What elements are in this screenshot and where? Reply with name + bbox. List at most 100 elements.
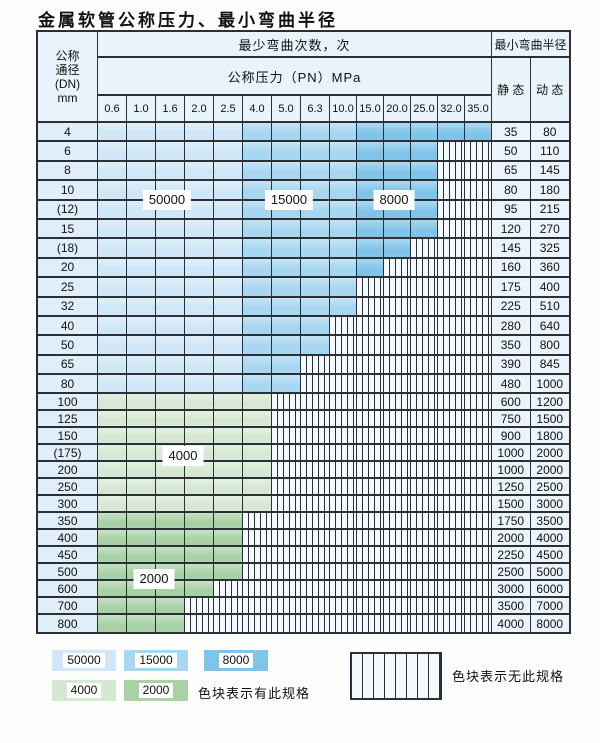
dynamic-radius-cell: 2500: [530, 479, 569, 497]
no-spec-cell: [272, 462, 301, 480]
no-spec-cell: [438, 181, 465, 201]
no-spec-cell: [438, 462, 465, 480]
spec-cell: [185, 428, 214, 446]
spec-cell: [98, 142, 127, 162]
spec-cell: [214, 445, 243, 463]
static-column-header: 静 态: [492, 58, 531, 123]
no-spec-cell: [411, 530, 438, 548]
no-spec-cell: [465, 219, 492, 240]
spec-cell: [127, 513, 156, 531]
dn-cell: 32: [38, 297, 98, 317]
dn-column-header: 公称 通径 (DN) mm: [38, 32, 98, 123]
spec-cell: [98, 496, 127, 514]
no-spec-cell: [330, 428, 357, 446]
spec-cell: [185, 581, 214, 599]
static-radius-cell: 390: [492, 355, 531, 376]
dynamic-radius-cell: 3000: [530, 496, 569, 514]
static-radius-cell: 2000: [492, 530, 531, 548]
spec-cell: [98, 513, 127, 531]
spec-cell: [185, 123, 214, 143]
spec-cell: [98, 375, 127, 395]
spec-cell: [357, 258, 384, 279]
no-spec-cell: [384, 258, 411, 279]
no-spec-cell: [272, 513, 301, 531]
spec-cell: [185, 547, 214, 565]
spec-cell: [156, 336, 185, 356]
no-spec-cell: [411, 411, 438, 429]
dn-cell: 700: [38, 598, 98, 616]
spec-cell: [214, 428, 243, 446]
spec-cell: [127, 428, 156, 446]
spec-cell: [214, 200, 243, 220]
spec-cell: [127, 615, 156, 633]
dn-header-line: mm: [57, 90, 78, 105]
spec-cell: [185, 219, 214, 240]
dn-cell: 50: [38, 336, 98, 356]
spec-cell: [185, 336, 214, 356]
spec-cell: [330, 258, 357, 279]
no-spec-cell: [301, 496, 330, 514]
no-spec-cell: [465, 181, 492, 201]
spec-cell: [156, 411, 185, 429]
spec-cell: [127, 411, 156, 429]
no-spec-cell: [411, 462, 438, 480]
no-spec-cell: [438, 142, 465, 162]
dn-cell: 20: [38, 258, 98, 279]
no-spec-cell: [465, 479, 492, 497]
spec-cell: [272, 239, 301, 259]
no-spec-cell: [438, 428, 465, 446]
spec-cell: [98, 297, 127, 317]
no-spec-cell: [272, 428, 301, 446]
dn-cell: 250: [38, 479, 98, 497]
spec-cell: [243, 142, 272, 162]
static-radius-cell: 35: [492, 123, 531, 143]
no-spec-cell: [384, 496, 411, 514]
dn-cell: 300: [38, 496, 98, 514]
no-spec-cell: [301, 394, 330, 412]
spec-cell: [214, 355, 243, 376]
static-radius-cell: 1000: [492, 445, 531, 463]
spec-cell: [384, 239, 411, 259]
spec-cell: [243, 445, 272, 463]
no-spec-cell: [411, 336, 438, 356]
spec-cell: [156, 316, 185, 337]
no-spec-cell: [465, 394, 492, 412]
spec-cell: [156, 142, 185, 162]
no-spec-cell: [384, 479, 411, 497]
dn-cell: 600: [38, 581, 98, 599]
spec-cell: [214, 462, 243, 480]
legend-item-2000: 2000: [124, 680, 188, 701]
no-spec-cell: [438, 258, 465, 279]
dn-cell: 10: [38, 181, 98, 201]
no-spec-cell: [411, 258, 438, 279]
spec-cell: [243, 355, 272, 376]
no-spec-cell: [301, 375, 330, 395]
spec-cell: [214, 123, 243, 143]
spec-cell: [127, 297, 156, 317]
no-spec-cell: [301, 598, 330, 616]
no-spec-cell: [384, 316, 411, 337]
spec-cell: [214, 219, 243, 240]
no-spec-cell: [357, 547, 384, 565]
spec-cell: [357, 123, 384, 143]
pressure-col-header: 35.0: [465, 96, 492, 123]
no-spec-cell: [214, 598, 243, 616]
spec-cell: [156, 530, 185, 548]
spec-cell: [185, 411, 214, 429]
static-radius-cell: 1000: [492, 462, 531, 480]
spec-cell: [214, 278, 243, 298]
no-spec-cell: [330, 394, 357, 412]
no-spec-cell: [438, 161, 465, 182]
dn-header-line: 公称: [55, 48, 80, 63]
spec-cell: [243, 394, 272, 412]
spec-cell: [214, 394, 243, 412]
pressure-col-header: 1.6: [156, 96, 185, 123]
no-spec-cell: [301, 411, 330, 429]
spec-cell: [465, 123, 492, 143]
spec-cell: [214, 496, 243, 514]
no-spec-cell: [465, 200, 492, 220]
pressure-col-header: 20.0: [384, 96, 411, 123]
no-spec-cell: [330, 411, 357, 429]
no-spec-cell: [411, 496, 438, 514]
